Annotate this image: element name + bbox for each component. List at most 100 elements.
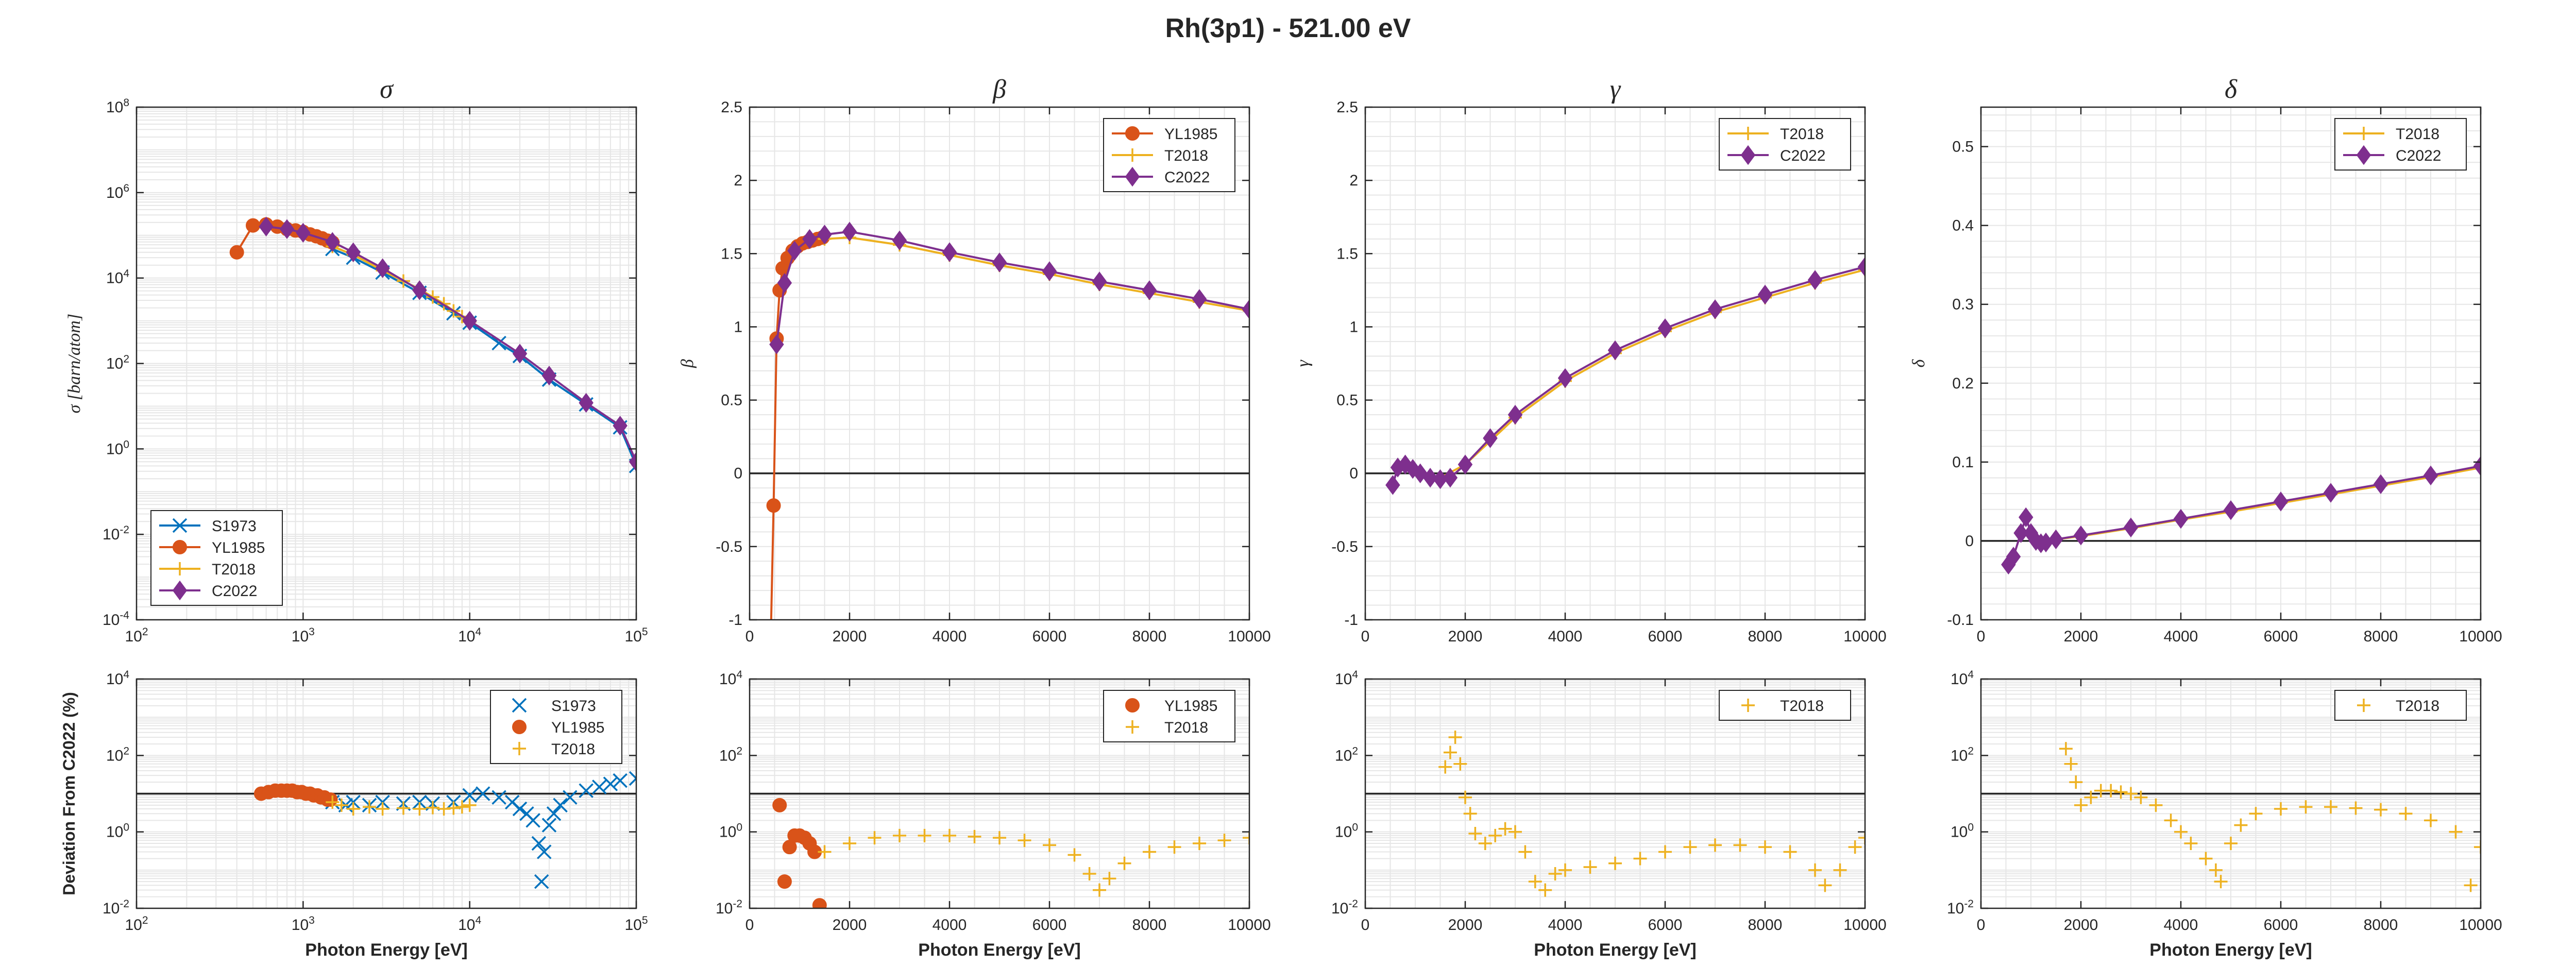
data-point-C2022 (1557, 368, 1573, 388)
legend-label: C2022 (1164, 169, 1210, 186)
data-point-T2018 (2274, 802, 2287, 816)
data-point-C2022 (1458, 454, 1473, 474)
data-point-T2018 (1103, 872, 1116, 886)
data-point-C2022 (1422, 468, 1438, 488)
data-point-YL1985 (812, 898, 827, 908)
data-point-T2018 (1082, 867, 1096, 881)
data-point-S1973 (531, 836, 547, 851)
data-point-C2022 (2013, 523, 2028, 543)
data-point-T2018 (1538, 883, 1552, 897)
series-group (2001, 456, 2481, 575)
data-point-C2022 (325, 232, 340, 252)
legend-box (1719, 118, 1851, 171)
data-point-T2018 (1608, 856, 1622, 870)
data-point-C2022 (817, 225, 832, 245)
legend-label: S1973 (551, 698, 596, 715)
data-point-C2022 (579, 393, 594, 413)
data-point-C2022 (1242, 299, 1249, 319)
axes-box (1364, 106, 1866, 621)
data-point-C2022 (1807, 270, 1823, 290)
y-tick-label: -1 (1344, 612, 1358, 629)
legend-item-YL1985: YL1985 (512, 719, 604, 736)
series-C2022 (259, 216, 636, 472)
data-point-C2022 (1192, 289, 1207, 309)
y-axis-label: σ [barn/atom] (65, 314, 84, 413)
data-point-T2018 (376, 802, 389, 816)
x-tick-label: 6000 (1032, 917, 1067, 934)
x-tick-label: 2000 (833, 628, 867, 645)
x-tick-label: 6000 (1648, 917, 1683, 934)
legend-label: T2018 (1164, 147, 1208, 164)
x-tick-label: 8000 (1748, 628, 1783, 645)
legend-item-T2018: T2018 (1727, 126, 1824, 143)
x-tick-label: 6000 (1032, 628, 1067, 645)
x-tick-label: 10000 (1843, 917, 1886, 934)
data-point-C2022 (2223, 500, 2239, 520)
data-point-T2018 (426, 801, 439, 815)
legend: YL1985 T2018 C2022 (1103, 118, 1235, 192)
data-point-C2022 (1443, 468, 1458, 488)
data-point-T2018 (2399, 807, 2413, 821)
ticks: 0 2000 4000 6000 8000 10000-0.100.10.20.30.40… (1947, 107, 2502, 645)
legend-marker (512, 698, 527, 713)
data-point-T2018 (1468, 827, 1482, 841)
data-point-C2022 (892, 230, 907, 250)
legend-marker (1125, 698, 1140, 713)
y-tick-label: 0.5 (1336, 392, 1358, 409)
data-point-C2022 (802, 229, 817, 249)
x-tick-label: 10000 (2459, 917, 2502, 934)
data-point-T2018 (2104, 784, 2118, 798)
legend-label: C2022 (2396, 147, 2441, 164)
data-point-T2018 (2059, 742, 2073, 756)
data-point-C2022 (2073, 525, 2089, 546)
data-point-T2018 (2184, 836, 2198, 850)
data-point-T2018 (2374, 803, 2387, 817)
legend-item-T2018: T2018 (2357, 698, 2439, 715)
legend-label: T2018 (1780, 698, 1824, 715)
x-tick-label: 4000 (1548, 628, 1583, 645)
data-point-C2022 (1042, 261, 1057, 281)
series-T2018 (326, 795, 477, 816)
data-point-C2022 (346, 242, 361, 262)
data-point-S1973 (613, 773, 628, 788)
legend-marker (1125, 166, 1140, 187)
data-point-T2018 (918, 828, 931, 842)
data-point-T2018 (1758, 840, 1772, 854)
y-axis-label: δ (1909, 359, 1928, 367)
legend-item-S1973: S1973 (159, 518, 257, 535)
data-point-S1973 (579, 783, 594, 798)
legend-marker (173, 562, 187, 575)
data-point-S1973 (537, 844, 552, 859)
legend-label: YL1985 (551, 719, 604, 736)
legend: T2018 (1719, 690, 1851, 721)
data-point-C2022 (412, 280, 427, 300)
data-point-T2018 (968, 829, 981, 843)
data-point-T2018 (1067, 848, 1081, 862)
panel-gamma-dev: 0 2000 4000 6000 8000 1000010-2100102104Photo… (1331, 669, 1887, 960)
data-point-T2018 (1518, 845, 1532, 859)
data-point-T2018 (455, 800, 469, 814)
panel-title: σ (380, 75, 394, 104)
grid (1365, 107, 1866, 620)
data-point-T2018 (2474, 840, 2481, 854)
y-tick-label: 2.5 (721, 99, 742, 116)
data-point-C2022 (2273, 492, 2289, 512)
legend: T2018 C2022 (1719, 118, 1851, 171)
x-tick-label: 6000 (2264, 628, 2298, 645)
data-point-C2022 (1142, 280, 1157, 300)
legend-item-T2018: T2018 (1741, 698, 1824, 715)
legend: S1973 YL1985 T2018 (490, 690, 622, 764)
data-point-T2018 (1488, 828, 1502, 842)
data-point-T2018 (2124, 787, 2138, 801)
legend: YL1985 T2018 (1103, 690, 1235, 742)
data-point-T2018 (1498, 822, 1512, 836)
data-point-T2018 (1783, 845, 1797, 859)
data-point-S1973 (541, 818, 557, 833)
data-point-C2022 (296, 223, 311, 243)
data-point-T2018 (2214, 875, 2228, 889)
data-point-C2022 (992, 252, 1007, 273)
series-group (2059, 742, 2481, 892)
data-point-S1973 (375, 794, 390, 810)
